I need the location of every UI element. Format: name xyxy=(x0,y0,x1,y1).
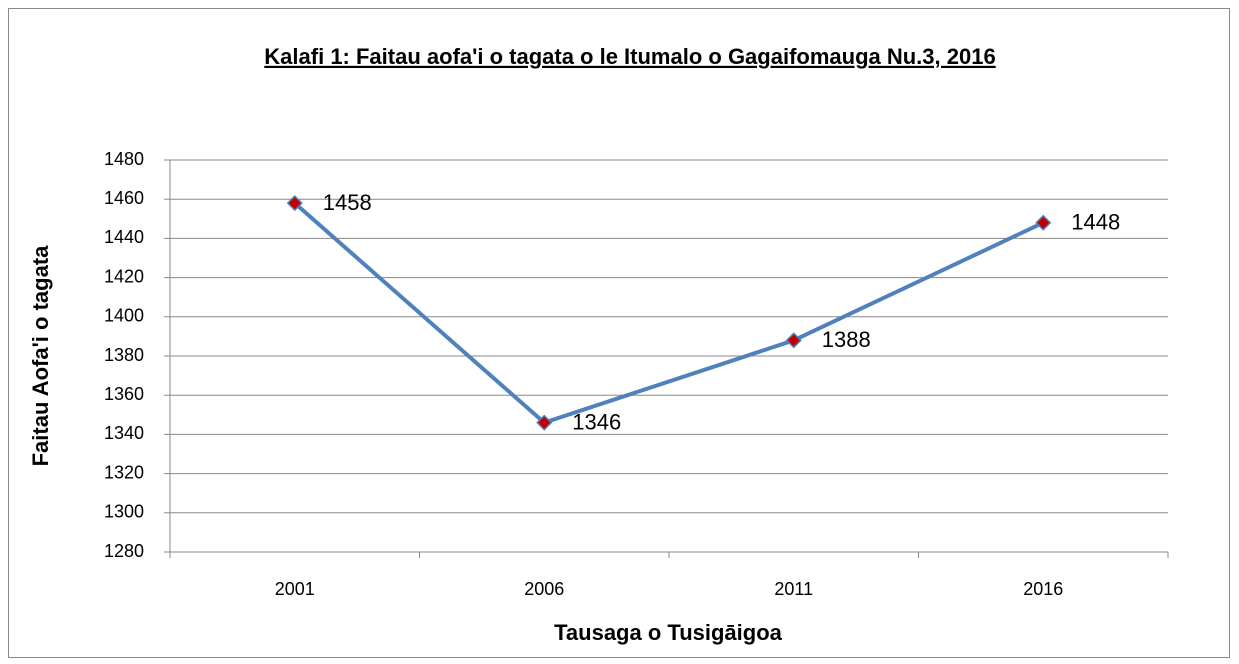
y-tick-label: 1280 xyxy=(104,541,144,561)
x-tick-label: 2001 xyxy=(275,579,315,599)
y-tick-label: 1300 xyxy=(104,502,144,522)
y-tick-label: 1400 xyxy=(104,306,144,326)
x-tick-label: 2016 xyxy=(1023,579,1063,599)
y-tick-label: 1480 xyxy=(104,149,144,169)
chart-border xyxy=(8,8,1230,658)
x-tick-label: 2011 xyxy=(774,579,813,599)
data-label: 1448 xyxy=(1071,210,1120,235)
y-tick-label: 1440 xyxy=(104,227,144,247)
data-label: 1346 xyxy=(572,409,621,434)
y-tick-label: 1340 xyxy=(104,423,144,443)
y-tick-label: 1420 xyxy=(104,266,144,286)
marker xyxy=(286,195,303,212)
x-axis-title: Tausaga o Tusigāigoa xyxy=(554,620,783,645)
y-tick-label: 1380 xyxy=(104,345,144,365)
data-label: 1458 xyxy=(323,190,372,215)
marker xyxy=(785,332,802,349)
marker xyxy=(536,414,553,431)
marker xyxy=(1035,214,1052,231)
data-label: 1388 xyxy=(822,327,871,352)
x-tick-label: 2006 xyxy=(524,579,564,599)
y-tick-label: 1360 xyxy=(104,384,144,404)
y-tick-label: 1460 xyxy=(104,188,144,208)
y-tick-label: 1320 xyxy=(104,462,144,482)
chart-title: Kalafi 1: Faitau aofa'i o tagata o le It… xyxy=(264,44,995,69)
line xyxy=(293,201,1045,425)
y-axis-title: Faitau Aofa'i o tagata xyxy=(28,245,53,467)
